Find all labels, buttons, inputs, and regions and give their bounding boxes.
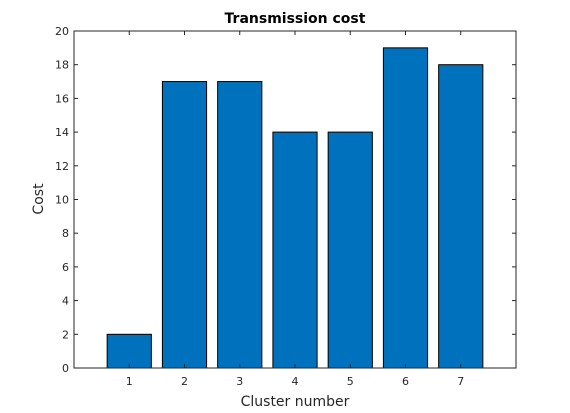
- y-axis: 0 2 4 6 8 10 12 14 16 18 20: [55, 25, 516, 375]
- x-axis-label: Cluster number: [241, 394, 350, 410]
- x-tick-label: 7: [457, 375, 464, 388]
- y-tick-label: 8: [62, 227, 69, 240]
- y-tick-label: 6: [62, 261, 69, 274]
- y-tick-label: 14: [55, 126, 69, 139]
- x-tick-label: 2: [181, 375, 188, 388]
- bar-4: [272, 131, 318, 369]
- y-tick-label: 2: [62, 328, 69, 341]
- y-tick-label: 20: [55, 25, 69, 38]
- bar-7: [438, 64, 484, 369]
- x-tick-label: 4: [292, 375, 299, 388]
- x-tick-label: 3: [236, 375, 243, 388]
- x-tick-label: 5: [347, 375, 354, 388]
- y-tick-label: 4: [62, 295, 69, 308]
- bar-1: [106, 333, 152, 369]
- y-axis-label: Cost: [31, 183, 47, 215]
- y-tick-label: 12: [55, 160, 69, 173]
- y-tick-label: 16: [55, 92, 69, 105]
- chart-title: Transmission cost: [225, 11, 366, 27]
- bar-6: [382, 47, 429, 369]
- x-tick-label: 1: [126, 375, 133, 388]
- y-tick-label: 10: [55, 194, 69, 207]
- bars-group: [106, 47, 484, 369]
- bar-5: [327, 131, 373, 369]
- bar-3: [217, 81, 263, 369]
- x-axis: 1 2 3 4 5 6 7: [126, 31, 464, 388]
- y-tick-label: 18: [55, 59, 69, 72]
- x-tick-label: 6: [402, 375, 409, 388]
- y-tick-label: 0: [62, 362, 69, 375]
- bar-2: [161, 81, 208, 369]
